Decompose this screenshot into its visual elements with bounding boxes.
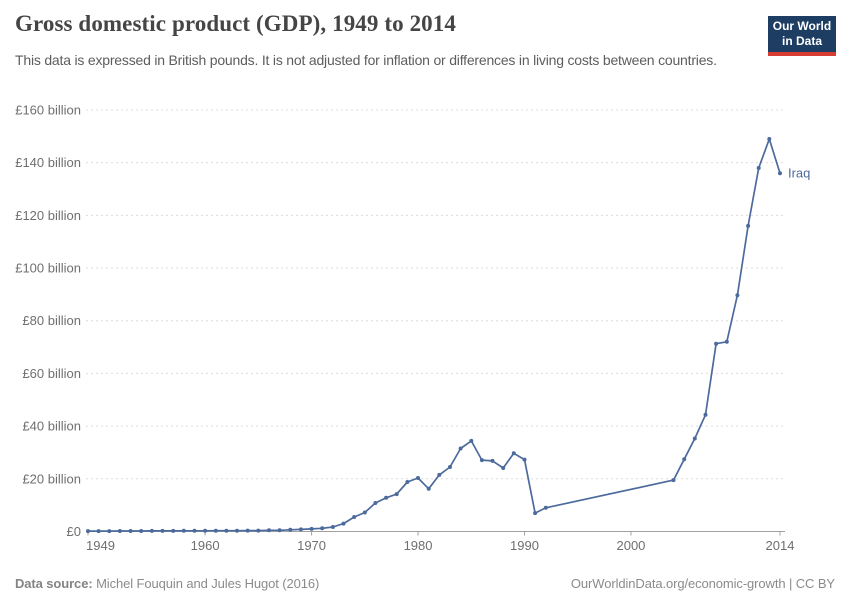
data-point[interactable] [426,486,431,491]
data-point[interactable] [224,528,229,533]
data-point[interactable] [671,478,676,483]
data-point[interactable] [341,521,346,526]
data-point[interactable] [490,458,495,463]
data-point[interactable] [320,526,325,531]
y-axis-tick-label: £40 billion [22,419,81,434]
data-source-label: Data source: [15,576,93,591]
page-title: Gross domestic product (GDP), 1949 to 20… [15,11,456,36]
x-axis-tick-label: 1980 [404,538,433,553]
data-point[interactable] [267,528,271,533]
data-point[interactable] [373,501,378,505]
data-point[interactable] [128,529,133,533]
data-point[interactable] [735,293,740,298]
data-point[interactable] [256,528,261,533]
owid-logo-line1: Our World [772,19,832,34]
data-point[interactable] [778,171,782,176]
x-axis-tick-label: 1990 [510,538,539,553]
data-point[interactable] [96,529,101,534]
series-label-iraq[interactable]: Iraq [788,166,810,181]
data-point[interactable] [767,137,772,141]
data-point[interactable] [416,476,420,480]
x-axis-tick-label: 2014 [766,538,795,553]
owid-logo[interactable]: Our World in Data [768,16,836,56]
data-point[interactable] [458,446,463,451]
data-source-value: Michel Fouquin and Jules Hugot (2016) [92,576,320,591]
data-point[interactable] [117,529,122,533]
data-point[interactable] [479,458,484,463]
y-axis-tick-label: £100 billion [15,261,81,276]
data-point[interactable] [107,529,112,534]
data-point[interactable] [543,505,548,510]
data-point[interactable] [160,528,165,533]
data-point[interactable] [714,341,719,346]
data-point[interactable] [501,466,506,470]
data-point[interactable] [139,529,144,533]
data-point[interactable] [384,495,389,500]
data-point[interactable] [192,528,197,533]
y-axis-tick-label: £120 billion [15,208,81,223]
x-axis-tick-label: 2000 [616,538,645,553]
x-axis-tick-label: 1949 [86,538,115,553]
chart-subtitle: This data is expressed in British pounds… [15,52,717,68]
data-point[interactable] [522,457,527,462]
data-point[interactable] [330,525,335,529]
data-point[interactable] [448,465,452,469]
y-axis-tick-label: £60 billion [22,366,81,381]
x-axis-tick-label: 1970 [297,538,326,553]
data-point[interactable] [724,339,729,344]
data-point[interactable] [171,528,176,533]
data-point[interactable] [352,515,357,519]
y-axis-tick-label: £140 billion [15,155,81,170]
y-axis-tick-label: £160 billion [15,102,81,117]
data-source: Data source: Michel Fouquin and Jules Hu… [15,576,319,591]
data-point[interactable] [277,528,282,533]
data-point[interactable] [437,472,442,477]
data-point[interactable] [703,412,708,417]
data-point[interactable] [746,223,751,228]
gdp-line[interactable] [87,138,781,532]
data-point[interactable] [86,529,90,534]
data-point[interactable] [692,436,697,441]
credit-link[interactable]: OurWorldinData.org/economic-growth | CC … [570,576,835,591]
data-point[interactable] [533,511,538,516]
data-point[interactable] [682,457,687,462]
data-point[interactable] [235,528,239,533]
gdp-line-chart[interactable]: £0 £20 billion £40 billion £60 billion £80 b… [0,92,850,570]
data-point[interactable] [213,528,218,533]
data-point[interactable] [362,510,367,515]
y-axis-tick-label: £80 billion [22,313,81,328]
data-point[interactable] [756,166,761,170]
data-point[interactable] [149,528,154,533]
y-axis-tick-label: £0 [67,524,81,539]
data-point[interactable] [288,527,293,532]
data-point[interactable] [181,528,186,533]
data-point[interactable] [298,527,303,532]
data-point[interactable] [245,528,250,533]
data-point[interactable] [394,492,399,497]
data-point[interactable] [309,526,314,531]
owid-logo-line2: in Data [781,34,822,48]
data-point[interactable] [511,451,516,456]
x-axis-tick-label: 1960 [191,538,220,553]
data-point[interactable] [469,438,474,443]
data-point[interactable] [203,528,208,533]
y-axis-tick-label: £20 billion [22,471,81,486]
data-point[interactable] [405,480,410,484]
chart-footer: Data source: Michel Fouquin and Jules Hu… [15,576,835,591]
